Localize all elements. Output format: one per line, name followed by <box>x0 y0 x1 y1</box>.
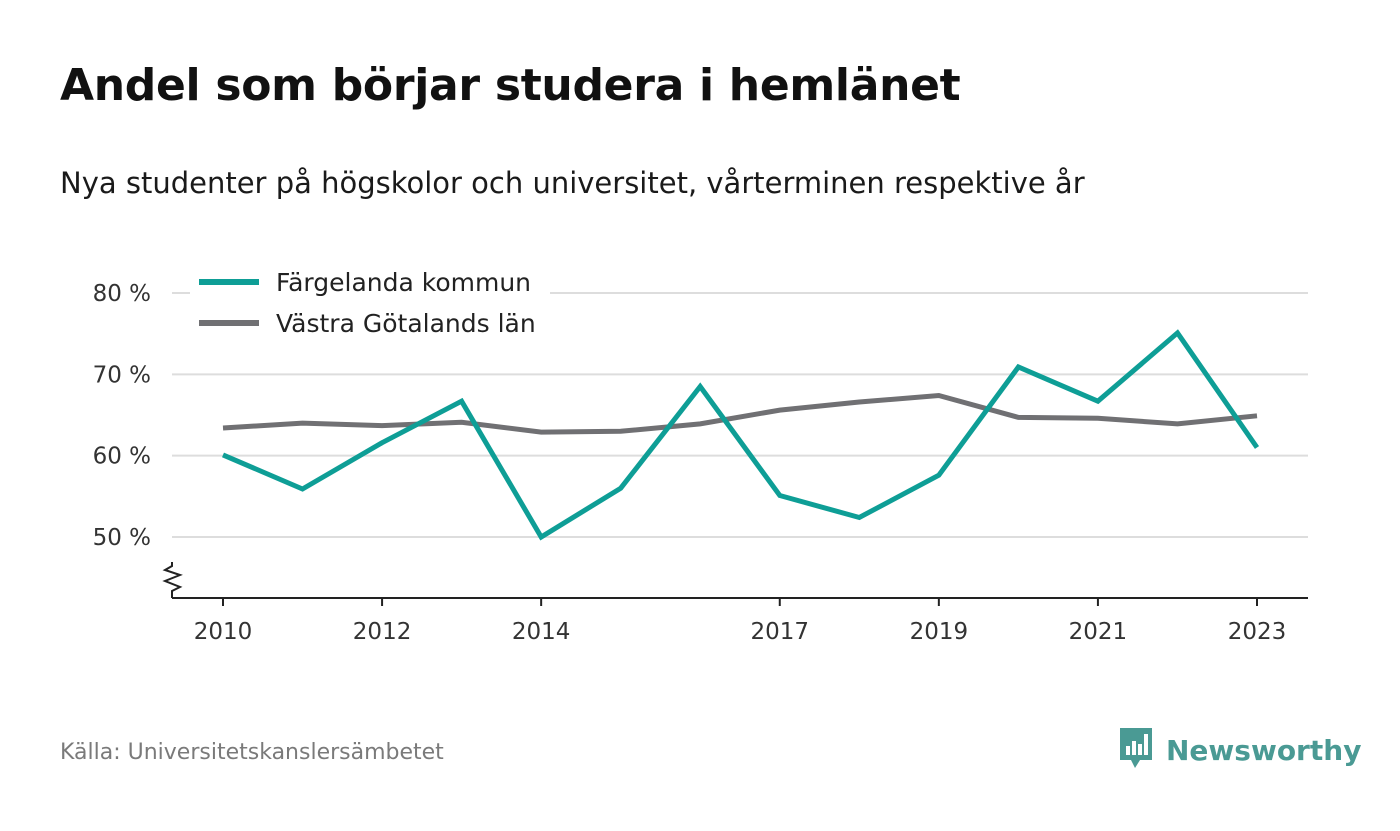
series-lines <box>222 329 1260 541</box>
y-tick-label: 60 % <box>93 444 151 470</box>
x-tick-label: 2010 <box>194 619 253 645</box>
y-tick-label: 80 % <box>93 281 151 307</box>
y-axis-break-icon <box>162 562 183 598</box>
x-tick-label: 2014 <box>512 619 571 645</box>
source-note: Källa: Universitetskanslersämbetet <box>60 740 444 765</box>
chart-subtitle: Nya studenter på högskolor och universit… <box>60 166 1085 200</box>
legend-label: Färgelanda kommun <box>276 268 531 297</box>
x-tick-label: 2017 <box>750 619 809 645</box>
x-tick-label: 2019 <box>910 619 969 645</box>
y-tick-label: 50 % <box>93 525 151 551</box>
bar-chart-speech-bubble-icon <box>1118 726 1154 774</box>
series-line-1 <box>222 329 1260 541</box>
series-line-2 <box>222 392 1258 435</box>
legend-label: Västra Götalands län <box>276 309 536 338</box>
brand-name: Newsworthy <box>1166 733 1362 767</box>
legend-background <box>190 262 550 346</box>
chart-title: Andel som börjar studera i hemlänet <box>60 60 961 111</box>
x-tick-label: 2021 <box>1069 619 1128 645</box>
y-axis-ticks: 50 % 60 % 70 % 80 % <box>93 281 151 551</box>
y-tick-label: 70 % <box>93 362 151 388</box>
x-axis: 2010 2012 2014 2017 2019 2021 2023 <box>162 562 1308 645</box>
line-chart: 50 % 60 % 70 % 80 % 2010 2012 2014 2017 2019 202… <box>92 262 1308 645</box>
legend: Färgelanda kommun Västra Götalands län <box>190 262 550 346</box>
x-tick-label: 2012 <box>353 619 412 645</box>
brand-logo: Newsworthy <box>1118 728 1361 772</box>
x-tick-label: 2023 <box>1228 619 1287 645</box>
